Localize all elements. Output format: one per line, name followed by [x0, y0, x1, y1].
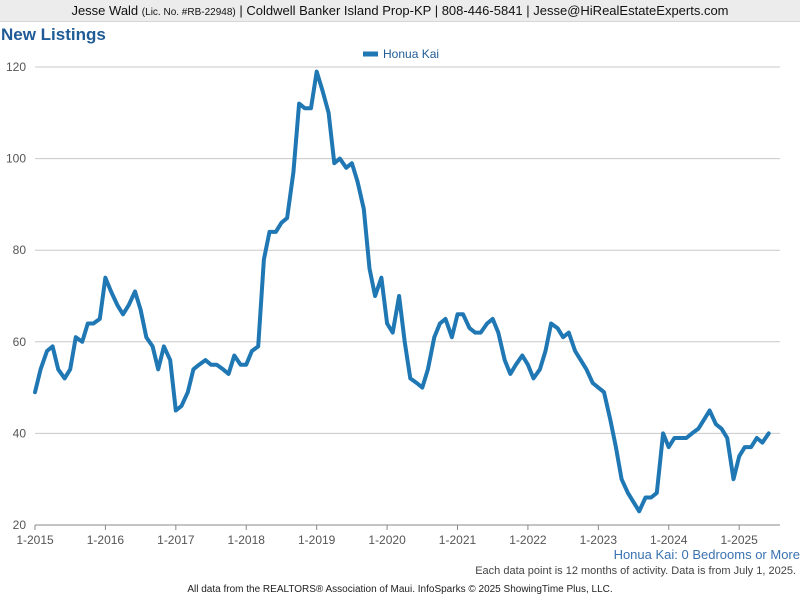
series-description: Honua Kai: 0 Bedrooms or More: [613, 547, 800, 562]
agent-license: (Lic. No. #RB-22948): [141, 7, 236, 18]
y-tick-label: 20: [13, 518, 27, 532]
agent-name: Jesse Wald: [71, 3, 139, 18]
series-line-honua-kai: [33, 69, 771, 514]
x-tick-label: 1-2024: [650, 533, 688, 547]
legend-label: Honua Kai: [383, 47, 439, 61]
x-tick-label: 1-2021: [439, 533, 477, 547]
x-tick-label: 1-2016: [87, 533, 125, 547]
y-tick-label: 60: [13, 335, 27, 349]
x-tick-label: 1-2015: [16, 533, 54, 547]
y-tick-label: 80: [13, 243, 27, 257]
agent-contact: | Coldwell Banker Island Prop-KP | 808-4…: [239, 3, 729, 18]
y-tick-label: 120: [6, 60, 26, 74]
x-tick-label: 1-2023: [580, 533, 618, 547]
x-tick-label: 1-2019: [298, 533, 336, 547]
x-tick-label: 1-2020: [368, 533, 406, 547]
chart-title: New Listings: [1, 25, 106, 44]
y-tick-label: 100: [6, 152, 26, 166]
x-tick-label: 1-2025: [720, 533, 758, 547]
x-tick-label: 1-2018: [228, 533, 266, 547]
x-tick-label: 1-2022: [509, 533, 547, 547]
x-tick-label: 1-2017: [157, 533, 195, 547]
y-tick-label: 40: [13, 426, 27, 440]
agent-header-bar: Jesse Wald (Lic. No. #RB-22948) | Coldwe…: [0, 0, 800, 22]
data-note: Each data point is 12 months of activity…: [475, 565, 796, 577]
data-credit: All data from the REALTORS® Association …: [187, 584, 613, 595]
